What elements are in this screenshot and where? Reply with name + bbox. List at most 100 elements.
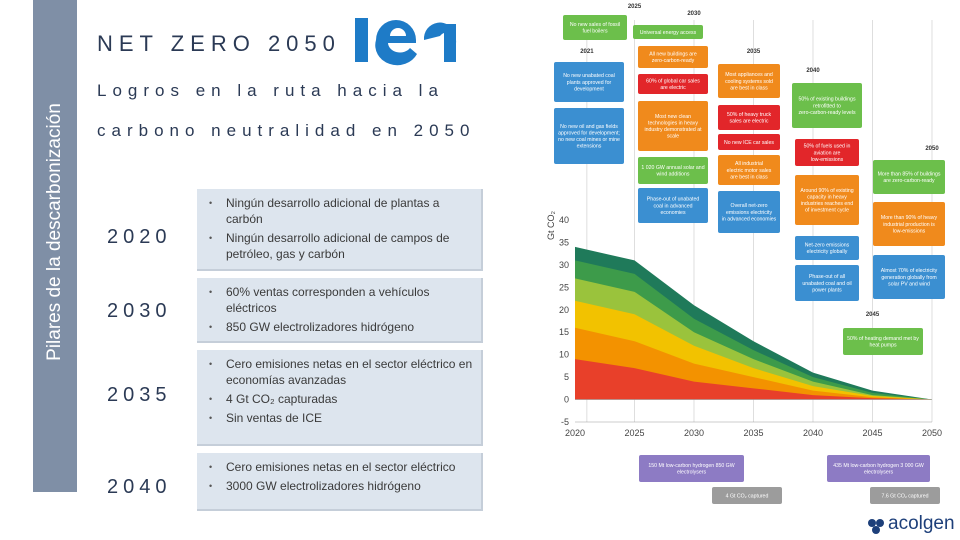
milestone-box: • Cero emisiones netas en el sector eléct…	[197, 350, 483, 446]
x-tick-label: 2020	[565, 428, 585, 438]
annotation-text: Net-zero emissions electricity globally	[805, 243, 850, 256]
annotation-card	[554, 62, 624, 102]
annotation-card	[638, 46, 708, 68]
annotation-text: All new buildings are zero-carbon-ready	[649, 52, 697, 65]
milestone-item: • Ningún desarrollo adicional de campos d…	[209, 231, 450, 261]
annotation-text: All industrial electric motor sales are be…	[727, 161, 772, 180]
annotation-card	[638, 188, 708, 223]
y-tick-label: 20	[559, 305, 569, 315]
annotation-card	[718, 64, 780, 98]
sidebar-band	[33, 0, 77, 492]
annotation-text: No new sales of fossil fuel boilers	[570, 22, 620, 35]
milestone-box: • Ningún desarrollo adicional de plantas …	[197, 189, 483, 271]
subtitle-line-2: carbono neutralidad en 2050	[97, 121, 476, 140]
acolgen-logo: acolgen	[888, 513, 955, 534]
annotation-text: Overall net-zero emissions electricity in …	[722, 203, 777, 222]
annotation-card	[718, 155, 780, 185]
annotation-text: 150 Mt low-carbon hydrogen 850 GW electro…	[648, 463, 734, 476]
annotation-text: 7.6 Gt CO₂ captured	[882, 493, 929, 499]
annotation-text: Phase-out of unabated coal in advanced eco…	[647, 197, 700, 216]
y-tick-label: 0	[564, 395, 569, 405]
x-tick-label: 2045	[862, 428, 882, 438]
y-tick-label: 40	[559, 215, 569, 225]
x-tick-label: 2030	[684, 428, 704, 438]
y-tick-label: 25	[559, 282, 569, 292]
milestone-item: • 4 Gt CO₂ capturadas	[209, 392, 338, 406]
y-tick-label: 5	[564, 372, 569, 382]
acolgen-logo-icon	[868, 519, 884, 534]
annotation-text: 50% of heavy truck sales are electric	[727, 112, 772, 125]
annotation-card	[792, 83, 862, 128]
year-marker: 2025	[628, 4, 642, 10]
annotation-card	[718, 105, 780, 130]
annotation-text: Universal energy access	[640, 30, 697, 36]
annotation-card	[639, 455, 744, 482]
milestone-item: • Cero emisiones netas en el sector eléct…	[209, 357, 473, 387]
y-tick-label: 10	[559, 350, 569, 360]
annotation-card	[633, 25, 703, 39]
y-tick-label: 15	[559, 327, 569, 337]
annotation-text: No new oil and gas fields approved for de…	[558, 124, 620, 150]
year-marker: 2030	[687, 11, 701, 17]
x-tick-label: 2040	[803, 428, 823, 438]
milestone-item: • Sin ventas de ICE	[209, 411, 323, 425]
annotation-card	[795, 139, 859, 166]
milestone-item: • 60% ventas corresponden a vehículos elé…	[209, 285, 430, 315]
milestone-year: 2035	[107, 384, 172, 406]
y-tick-label: -5	[561, 417, 569, 427]
annotation-text: Almost 70% of electricity generation glob…	[881, 268, 938, 287]
annotation-text: 60% of global car sales are electric	[646, 79, 700, 92]
annotation-card	[827, 455, 930, 482]
annotation-text: Most appliances and cooling systems sold a…	[725, 72, 773, 91]
y-tick-label: 35	[559, 237, 569, 247]
annotation-card	[554, 108, 624, 164]
annotation-card	[563, 15, 627, 40]
y-axis-label: Gt CO₂	[546, 210, 556, 240]
annotation-text: 4 Gt CO₂ captured	[726, 493, 769, 499]
annotation-text: Phase-out of all unabated coal and oil pow…	[802, 274, 851, 293]
annotation-card	[873, 160, 945, 194]
year-marker: 2035	[747, 49, 761, 55]
annotation-card	[638, 101, 708, 151]
milestone-item: • 850 GW electrolizadores hidrógeno	[209, 320, 415, 334]
annotation-text: Around 90% of existing capacity in heavy i…	[800, 188, 853, 214]
annotation-text: No new unabated coal plants approved for d…	[563, 73, 615, 92]
annotation-card	[843, 328, 923, 355]
milestone-year: 2030	[107, 300, 172, 322]
milestone-year: 2020	[107, 226, 172, 248]
annotation-card	[718, 191, 780, 233]
annotation-text: More than 90% of heavy industrial product…	[881, 215, 938, 234]
annotation-text: 435 Mt low-carbon hydrogen 3 000 GW elect…	[833, 463, 924, 476]
sidebar-title: Pilares de la descarbonización	[44, 103, 65, 361]
y-tick-label: 30	[559, 260, 569, 270]
annotation-card	[795, 236, 859, 260]
annotation-card	[873, 255, 945, 299]
annotation-text: 50% of heating demand met by heat pumps	[847, 336, 919, 349]
annotation-text: No new ICE car sales	[724, 140, 774, 146]
annotation-card	[795, 175, 859, 225]
subtitle-line-1: Logros en la ruta hacia la	[97, 81, 444, 100]
milestone-item: • 3000 GW electrolizadores hidrógeno	[209, 479, 421, 493]
annotation-card	[718, 134, 780, 150]
milestone-box: • 60% ventas corresponden a vehículos elé…	[197, 278, 483, 343]
year-marker: 2050	[925, 146, 939, 152]
area-series-band6	[575, 359, 932, 400]
annotation-text: 50% of fuels used in aviation are low-emis…	[804, 144, 851, 163]
x-tick-label: 2025	[624, 428, 644, 438]
annotation-text: Most new clean technologies in heavy indus…	[644, 114, 702, 140]
annotation-text: More than 85% of buildings are zero-carbo…	[878, 172, 941, 185]
x-tick-label: 2050	[922, 428, 942, 438]
iea-logo: iea	[355, 18, 457, 66]
annotation-card	[873, 202, 945, 246]
annotation-text: 1 020 GW annual solar and wind additions	[641, 165, 704, 178]
annotation-card	[638, 74, 708, 94]
annotation-card	[638, 157, 708, 184]
milestone-box: • Cero emisiones netas en el sector eléct…	[197, 453, 483, 511]
x-tick-label: 2035	[743, 428, 763, 438]
annotation-card	[870, 487, 940, 504]
year-marker: 2040	[806, 68, 820, 74]
milestone-year: 2040	[107, 476, 172, 498]
annotation-card	[712, 487, 782, 504]
annotation-text: 50% of existing buildings retrofitted to z…	[798, 97, 856, 116]
